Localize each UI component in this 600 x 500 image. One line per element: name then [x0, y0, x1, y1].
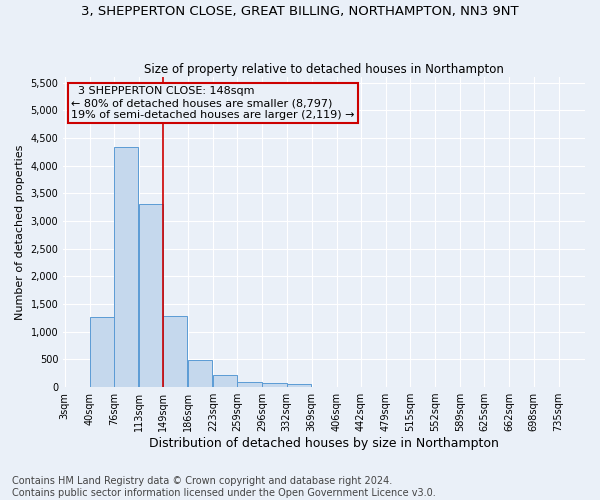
Bar: [89, 317, 114, 387]
Bar: [139, 204, 163, 387]
Bar: [262, 383, 287, 387]
Text: 3 SHEPPERTON CLOSE: 148sqm
← 80% of detached houses are smaller (8,797)
19% of s: 3 SHEPPERTON CLOSE: 148sqm ← 80% of deta…: [71, 86, 355, 120]
Bar: [163, 316, 187, 387]
Title: Size of property relative to detached houses in Northampton: Size of property relative to detached ho…: [144, 63, 504, 76]
Bar: [188, 360, 212, 387]
Bar: [114, 148, 138, 387]
Y-axis label: Number of detached properties: Number of detached properties: [15, 144, 25, 320]
Bar: [213, 375, 238, 387]
Text: 3, SHEPPERTON CLOSE, GREAT BILLING, NORTHAMPTON, NN3 9NT: 3, SHEPPERTON CLOSE, GREAT BILLING, NORT…: [81, 5, 519, 18]
Bar: [287, 384, 311, 387]
Text: Contains HM Land Registry data © Crown copyright and database right 2024.
Contai: Contains HM Land Registry data © Crown c…: [12, 476, 436, 498]
X-axis label: Distribution of detached houses by size in Northampton: Distribution of detached houses by size …: [149, 437, 499, 450]
Bar: [238, 382, 262, 387]
